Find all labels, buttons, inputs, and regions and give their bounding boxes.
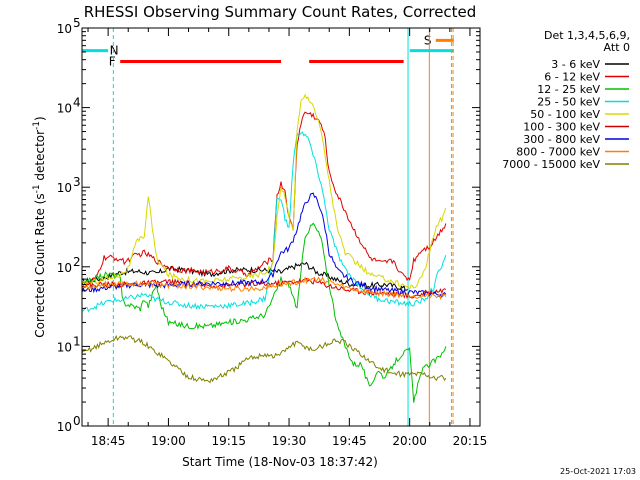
y-tick-exponent: 0 <box>73 414 81 428</box>
y-tick-exponent: 4 <box>73 96 81 110</box>
y-tick-label: 10 <box>57 340 72 354</box>
series-line <box>81 222 447 403</box>
y-tick-label: 10 <box>57 102 72 116</box>
series-line <box>81 334 447 384</box>
observing-flags: NF S <box>82 33 454 68</box>
y-tick-label: 10 <box>57 261 72 275</box>
y-label-exp: -1 <box>32 184 42 193</box>
legend-label: 300 - 800 keV <box>523 133 600 146</box>
y-tick-label: 10 <box>57 22 72 36</box>
legend-label: 800 - 7000 keV <box>516 146 600 159</box>
y-tick-label: 10 <box>57 181 72 195</box>
flag-label: F <box>109 54 116 68</box>
legend-label: 50 - 100 keV <box>530 108 600 121</box>
x-tick-label: 19:00 <box>151 434 186 448</box>
series-line <box>81 275 447 301</box>
y-tick-exponent: 2 <box>73 255 81 269</box>
y-tick-exponent: 3 <box>73 175 81 189</box>
legend-label: 6 - 12 keV <box>544 71 600 84</box>
x-tick-label: 18:45 <box>91 434 126 448</box>
legend-header: Att 0 <box>604 41 630 54</box>
series-line <box>81 111 447 290</box>
y-tick-exponent: 5 <box>73 16 81 30</box>
plot-frame <box>81 27 481 427</box>
y-label-part: Corrected Count Rate (s <box>33 193 47 337</box>
legend-label: 7000 - 15000 keV <box>502 158 600 171</box>
x-tick-label: 19:15 <box>211 434 246 448</box>
x-axis: 18:45 19:00 19:15 19:30 19:45 20:00 20:15 <box>87 28 488 448</box>
series-line <box>81 131 447 313</box>
legend-header: Det 1,3,4,5,6,9, <box>544 29 630 42</box>
legend-label: 100 - 300 keV <box>523 121 600 134</box>
y-axis-label: Corrected Count Rate (s-1 detector-1) <box>32 116 47 337</box>
y-label-part: ) <box>33 116 47 121</box>
y-tick-label: 10 <box>57 420 72 434</box>
y-tick-exponent: 1 <box>73 334 81 348</box>
series-lines <box>81 93 447 403</box>
y-label-exp: -1 <box>32 121 42 130</box>
generated-timestamp: 25-Oct-2021 17:03 <box>560 467 636 476</box>
x-tick-label: 19:30 <box>272 434 307 448</box>
x-tick-label: 20:00 <box>392 434 427 448</box>
x-tick-label: 19:45 <box>332 434 367 448</box>
flag-label: N <box>110 44 119 58</box>
legend-label: 12 - 25 keV <box>537 83 600 96</box>
series-line <box>81 261 408 291</box>
legend-label: 3 - 6 keV <box>551 58 600 71</box>
x-tick-label: 20:15 <box>453 434 488 448</box>
chart-title: RHESSI Observing Summary Count Rates, Co… <box>84 3 477 21</box>
flag-label: S <box>424 33 432 47</box>
series-line <box>81 93 447 291</box>
legend-label: 25 - 50 keV <box>537 96 600 109</box>
x-axis-label: Start Time (18-Nov-03 18:37:42) <box>182 455 378 469</box>
flag-boundary-lines <box>112 28 454 426</box>
y-label-part: detector <box>33 130 47 185</box>
